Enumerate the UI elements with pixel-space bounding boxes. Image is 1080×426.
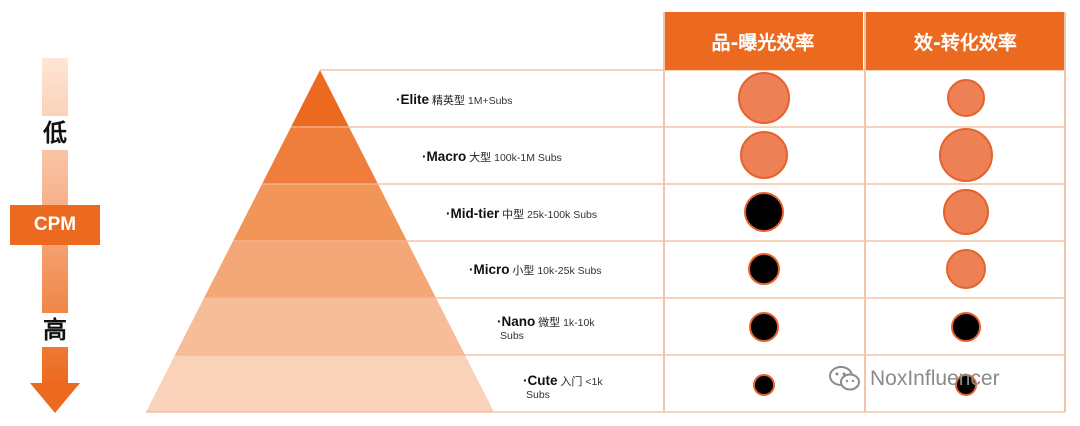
pyramid-tier bbox=[262, 127, 378, 184]
tier-name: ·Macro bbox=[422, 149, 467, 164]
exposure-rating-circle bbox=[749, 312, 779, 342]
column-header-exposure: 品-曝光效率 bbox=[663, 12, 863, 70]
exposure-rating-circle bbox=[753, 374, 775, 396]
tier-label-micro: ·Micro 小型 10k-25k Subs bbox=[469, 263, 602, 278]
tier-range: 25k-100k Subs bbox=[527, 209, 598, 221]
grid-line bbox=[864, 12, 866, 412]
tier-range: 100k-1M Subs bbox=[494, 152, 562, 164]
grid-line bbox=[663, 12, 665, 412]
pyramid-tier bbox=[175, 298, 465, 355]
tier-label-elite: ·Elite 精英型 1M+Subs bbox=[396, 93, 513, 108]
exposure-rating-circle bbox=[744, 192, 784, 232]
conversion-rating-circle bbox=[951, 312, 981, 342]
column-header-conversion: 效-转化效率 bbox=[866, 12, 1065, 70]
conversion-rating-circle bbox=[946, 249, 986, 289]
cpm-low-label: 低 bbox=[30, 116, 80, 150]
tier-range-unit: Subs bbox=[526, 389, 550, 401]
pyramid-tier bbox=[204, 241, 436, 298]
tier-cn: 精英型 bbox=[431, 94, 465, 107]
exposure-rating-circle bbox=[740, 131, 788, 179]
tier-label-mid-tier: ·Mid-tier 中型 25k-100k Subs bbox=[446, 207, 597, 222]
conversion-rating-circle bbox=[943, 189, 989, 235]
watermark: NoxInfluencer bbox=[828, 364, 1000, 394]
tier-cn: 大型 bbox=[469, 151, 492, 164]
cpm-high-label: 高 bbox=[30, 313, 80, 347]
tier-cn: 中型 bbox=[502, 208, 525, 221]
watermark-text: NoxInfluencer bbox=[870, 367, 1000, 390]
tier-name: ·Nano bbox=[497, 314, 536, 329]
tier-range: 10k-25k Subs bbox=[537, 265, 602, 277]
conversion-rating-circle bbox=[947, 79, 985, 117]
tier-label-nano: ·Nano 微型 1k-10k Subs bbox=[497, 315, 595, 343]
tier-cn: 微型 bbox=[538, 316, 561, 329]
cpm-badge: CPM bbox=[10, 205, 100, 245]
tier-cn: 小型 bbox=[512, 264, 535, 277]
tier-name: ·Micro bbox=[469, 262, 510, 277]
tier-range-unit: Subs bbox=[500, 330, 524, 342]
arrow-head bbox=[30, 383, 80, 413]
wechat-icon bbox=[829, 366, 860, 391]
pyramid-tier bbox=[233, 184, 407, 241]
grid-line bbox=[1064, 12, 1066, 412]
exposure-rating-circle bbox=[738, 72, 790, 124]
tier-name: ·Mid-tier bbox=[446, 206, 500, 221]
tier-range: 1M+Subs bbox=[467, 95, 513, 107]
pyramid-tier bbox=[291, 70, 349, 127]
cpm-arrow: 低 CPM 高 bbox=[10, 58, 100, 418]
pyramid-tier bbox=[146, 355, 494, 412]
tier-label-cute: ·Cute 入门 <1k Subs bbox=[523, 374, 603, 402]
tier-range: <1k bbox=[585, 376, 603, 388]
tier-cn: 入门 bbox=[560, 375, 583, 388]
conversion-rating-circle bbox=[955, 374, 977, 396]
exposure-rating-circle bbox=[748, 253, 780, 285]
tier-name: ·Cute bbox=[523, 373, 558, 388]
tier-range: 1k-10k bbox=[563, 317, 595, 329]
tier-label-macro: ·Macro 大型 100k-1M Subs bbox=[422, 150, 562, 165]
conversion-rating-circle bbox=[939, 128, 993, 182]
tier-name: ·Elite bbox=[396, 92, 430, 107]
